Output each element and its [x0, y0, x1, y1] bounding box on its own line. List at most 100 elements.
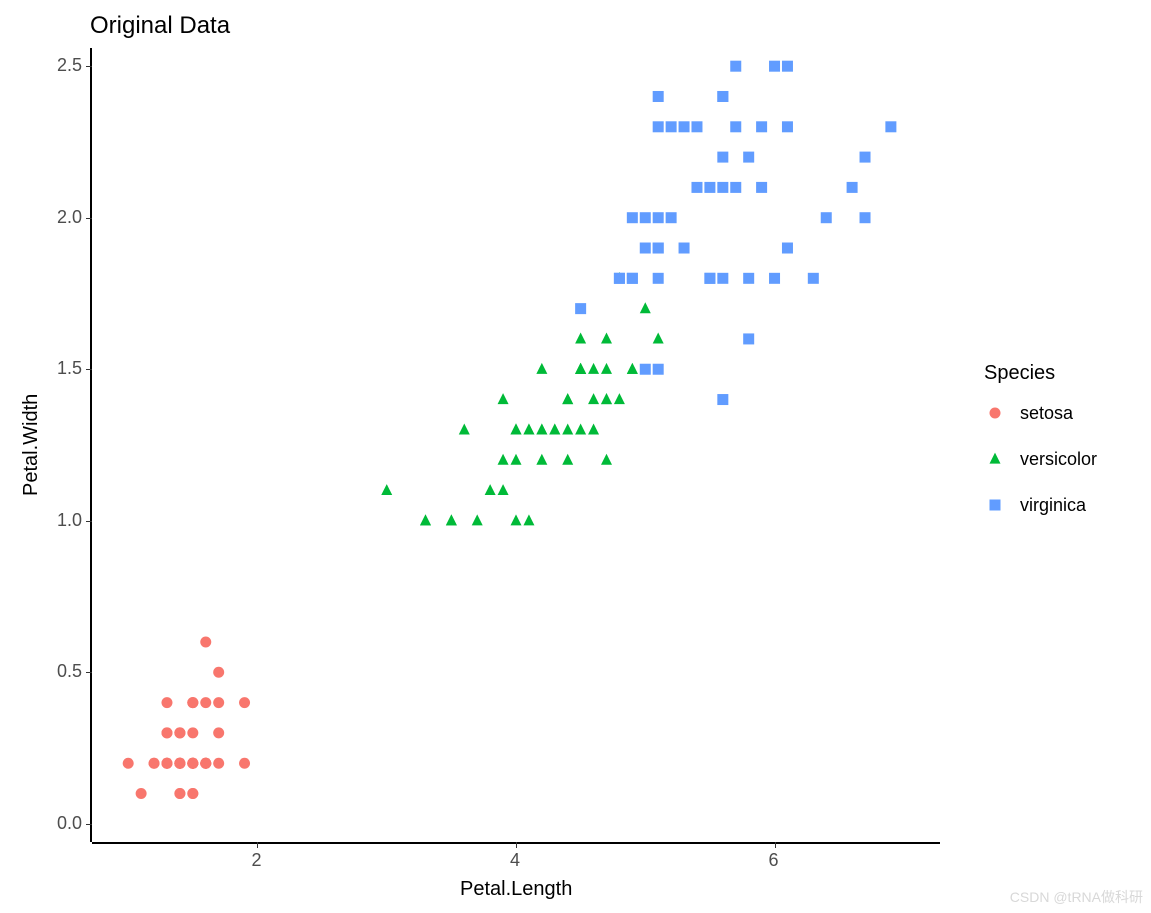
point-versicolor [523, 514, 534, 525]
point-setosa [200, 697, 211, 708]
point-setosa [161, 727, 172, 738]
point-virginica [679, 243, 690, 254]
legend-label: virginica [1020, 495, 1086, 516]
point-virginica [653, 243, 664, 254]
point-setosa [161, 758, 172, 769]
legend-item-versicolor: versicolor [984, 448, 1097, 470]
point-virginica [717, 273, 728, 284]
point-virginica [782, 121, 793, 132]
point-versicolor [511, 454, 522, 465]
x-tick-label: 4 [510, 850, 520, 871]
x-tick-mark [775, 842, 776, 848]
point-virginica [782, 243, 793, 254]
point-virginica [640, 243, 651, 254]
point-setosa [213, 667, 224, 678]
point-versicolor [562, 423, 573, 434]
point-versicolor [536, 454, 547, 465]
point-virginica [756, 121, 767, 132]
point-versicolor [562, 393, 573, 404]
point-virginica [640, 364, 651, 375]
point-virginica [717, 394, 728, 405]
point-versicolor [562, 454, 573, 465]
point-versicolor [601, 363, 612, 374]
point-virginica [653, 121, 664, 132]
point-versicolor [511, 514, 522, 525]
x-axis-label: Petal.Length [460, 878, 572, 901]
point-versicolor [523, 423, 534, 434]
point-virginica [717, 91, 728, 102]
point-versicolor [601, 454, 612, 465]
y-tick-label: 2.0 [57, 207, 82, 228]
point-setosa [239, 697, 250, 708]
point-setosa [174, 758, 185, 769]
point-versicolor [575, 363, 586, 374]
point-virginica [575, 303, 586, 314]
y-tick-label: 0.0 [57, 813, 82, 834]
point-virginica [756, 182, 767, 193]
point-versicolor [536, 423, 547, 434]
point-virginica [730, 182, 741, 193]
point-setosa [187, 727, 198, 738]
legend-item-setosa: setosa [984, 402, 1073, 424]
point-virginica [666, 212, 677, 223]
point-setosa [213, 727, 224, 738]
point-virginica [627, 212, 638, 223]
point-versicolor [498, 393, 509, 404]
point-virginica [743, 273, 754, 284]
point-versicolor [614, 393, 625, 404]
point-setosa [200, 758, 211, 769]
setosa-swatch [984, 402, 1006, 424]
point-setosa [187, 697, 198, 708]
point-virginica [653, 91, 664, 102]
point-virginica [679, 121, 690, 132]
point-virginica [653, 273, 664, 284]
point-versicolor [575, 423, 586, 434]
point-setosa [239, 758, 250, 769]
point-virginica [704, 273, 715, 284]
point-versicolor [511, 423, 522, 434]
point-versicolor [459, 423, 470, 434]
point-versicolor [420, 514, 431, 525]
point-setosa [187, 758, 198, 769]
point-versicolor [640, 302, 651, 313]
point-virginica [717, 152, 728, 163]
point-virginica [666, 121, 677, 132]
point-virginica [653, 212, 664, 223]
x-tick-label: 2 [251, 850, 261, 871]
point-setosa [174, 727, 185, 738]
point-versicolor [601, 393, 612, 404]
x-tick-mark [257, 842, 258, 848]
y-tick-label: 1.0 [57, 510, 82, 531]
point-virginica [653, 364, 664, 375]
point-virginica [808, 273, 819, 284]
virginica-swatch [984, 494, 1006, 516]
chart-title: Original Data [90, 12, 230, 40]
point-versicolor [588, 363, 599, 374]
y-axis-label: Petal.Width [20, 394, 43, 496]
point-versicolor [472, 514, 483, 525]
y-tick-label: 2.5 [57, 55, 82, 76]
point-setosa [213, 758, 224, 769]
point-versicolor [588, 423, 599, 434]
point-virginica [821, 212, 832, 223]
point-setosa [136, 788, 147, 799]
point-virginica [847, 182, 858, 193]
legend-item-virginica: virginica [984, 494, 1086, 516]
point-virginica [782, 61, 793, 72]
point-virginica [640, 212, 651, 223]
point-versicolor [601, 333, 612, 344]
y-tick-label: 1.5 [57, 358, 82, 379]
legend-label: versicolor [1020, 449, 1097, 470]
point-virginica [769, 61, 780, 72]
point-virginica [627, 273, 638, 284]
point-versicolor [498, 484, 509, 495]
point-virginica [730, 121, 741, 132]
point-setosa [174, 788, 185, 799]
point-virginica [730, 61, 741, 72]
scatter-chart: Original Data 246 0.00.51.01.52.02.5 Pet… [0, 0, 1151, 913]
point-setosa [213, 697, 224, 708]
point-virginica [860, 152, 871, 163]
point-setosa [149, 758, 160, 769]
point-versicolor [498, 454, 509, 465]
point-virginica [691, 121, 702, 132]
